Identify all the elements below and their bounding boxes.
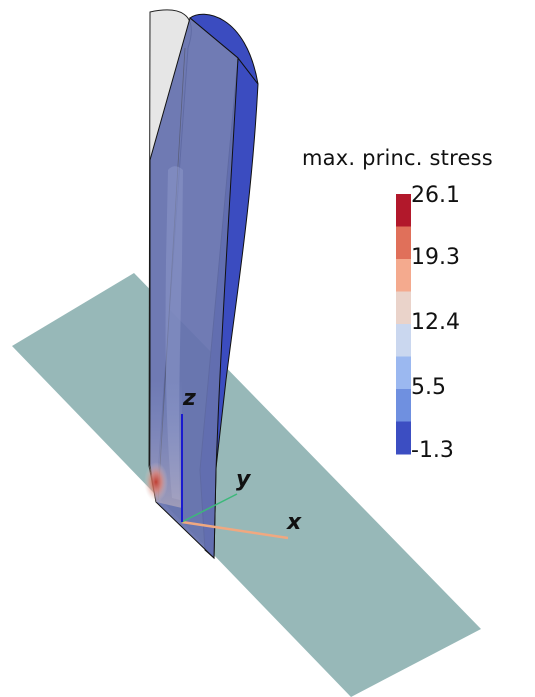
- scalar-bar-tick-min: -1.3: [411, 438, 454, 463]
- scalar-bar-title: max. princ. stress: [302, 146, 493, 170]
- y-axis-line: [181, 493, 238, 523]
- ground-plane: [12, 273, 481, 697]
- scalar-bar-swatch: [396, 259, 411, 292]
- scalar-bar-tick-max: 26.1: [411, 183, 460, 208]
- z-axis-label: z: [183, 386, 196, 411]
- scalar-bar-swatch: [396, 226, 411, 260]
- x-axis-line: [181, 520, 289, 540]
- scalar-bar-swatch: [396, 389, 411, 422]
- scalar-bar-swatch: [396, 324, 411, 357]
- scalar-bar-tick-3: 12.4: [411, 310, 460, 335]
- scalar-bar-swatch: [396, 421, 411, 455]
- scalar-bar: [396, 194, 411, 455]
- scalar-bar-swatch: [396, 356, 411, 390]
- x-axis-label: x: [287, 510, 302, 535]
- y-axis-label: y: [236, 467, 251, 492]
- scalar-bar-tick-4: 5.5: [411, 375, 446, 400]
- scalar-bar-swatch: [396, 291, 411, 325]
- stress-hotspot: [144, 462, 168, 502]
- scalar-bar-swatch: [396, 194, 411, 227]
- scalar-bar-tick-2: 19.3: [411, 245, 460, 270]
